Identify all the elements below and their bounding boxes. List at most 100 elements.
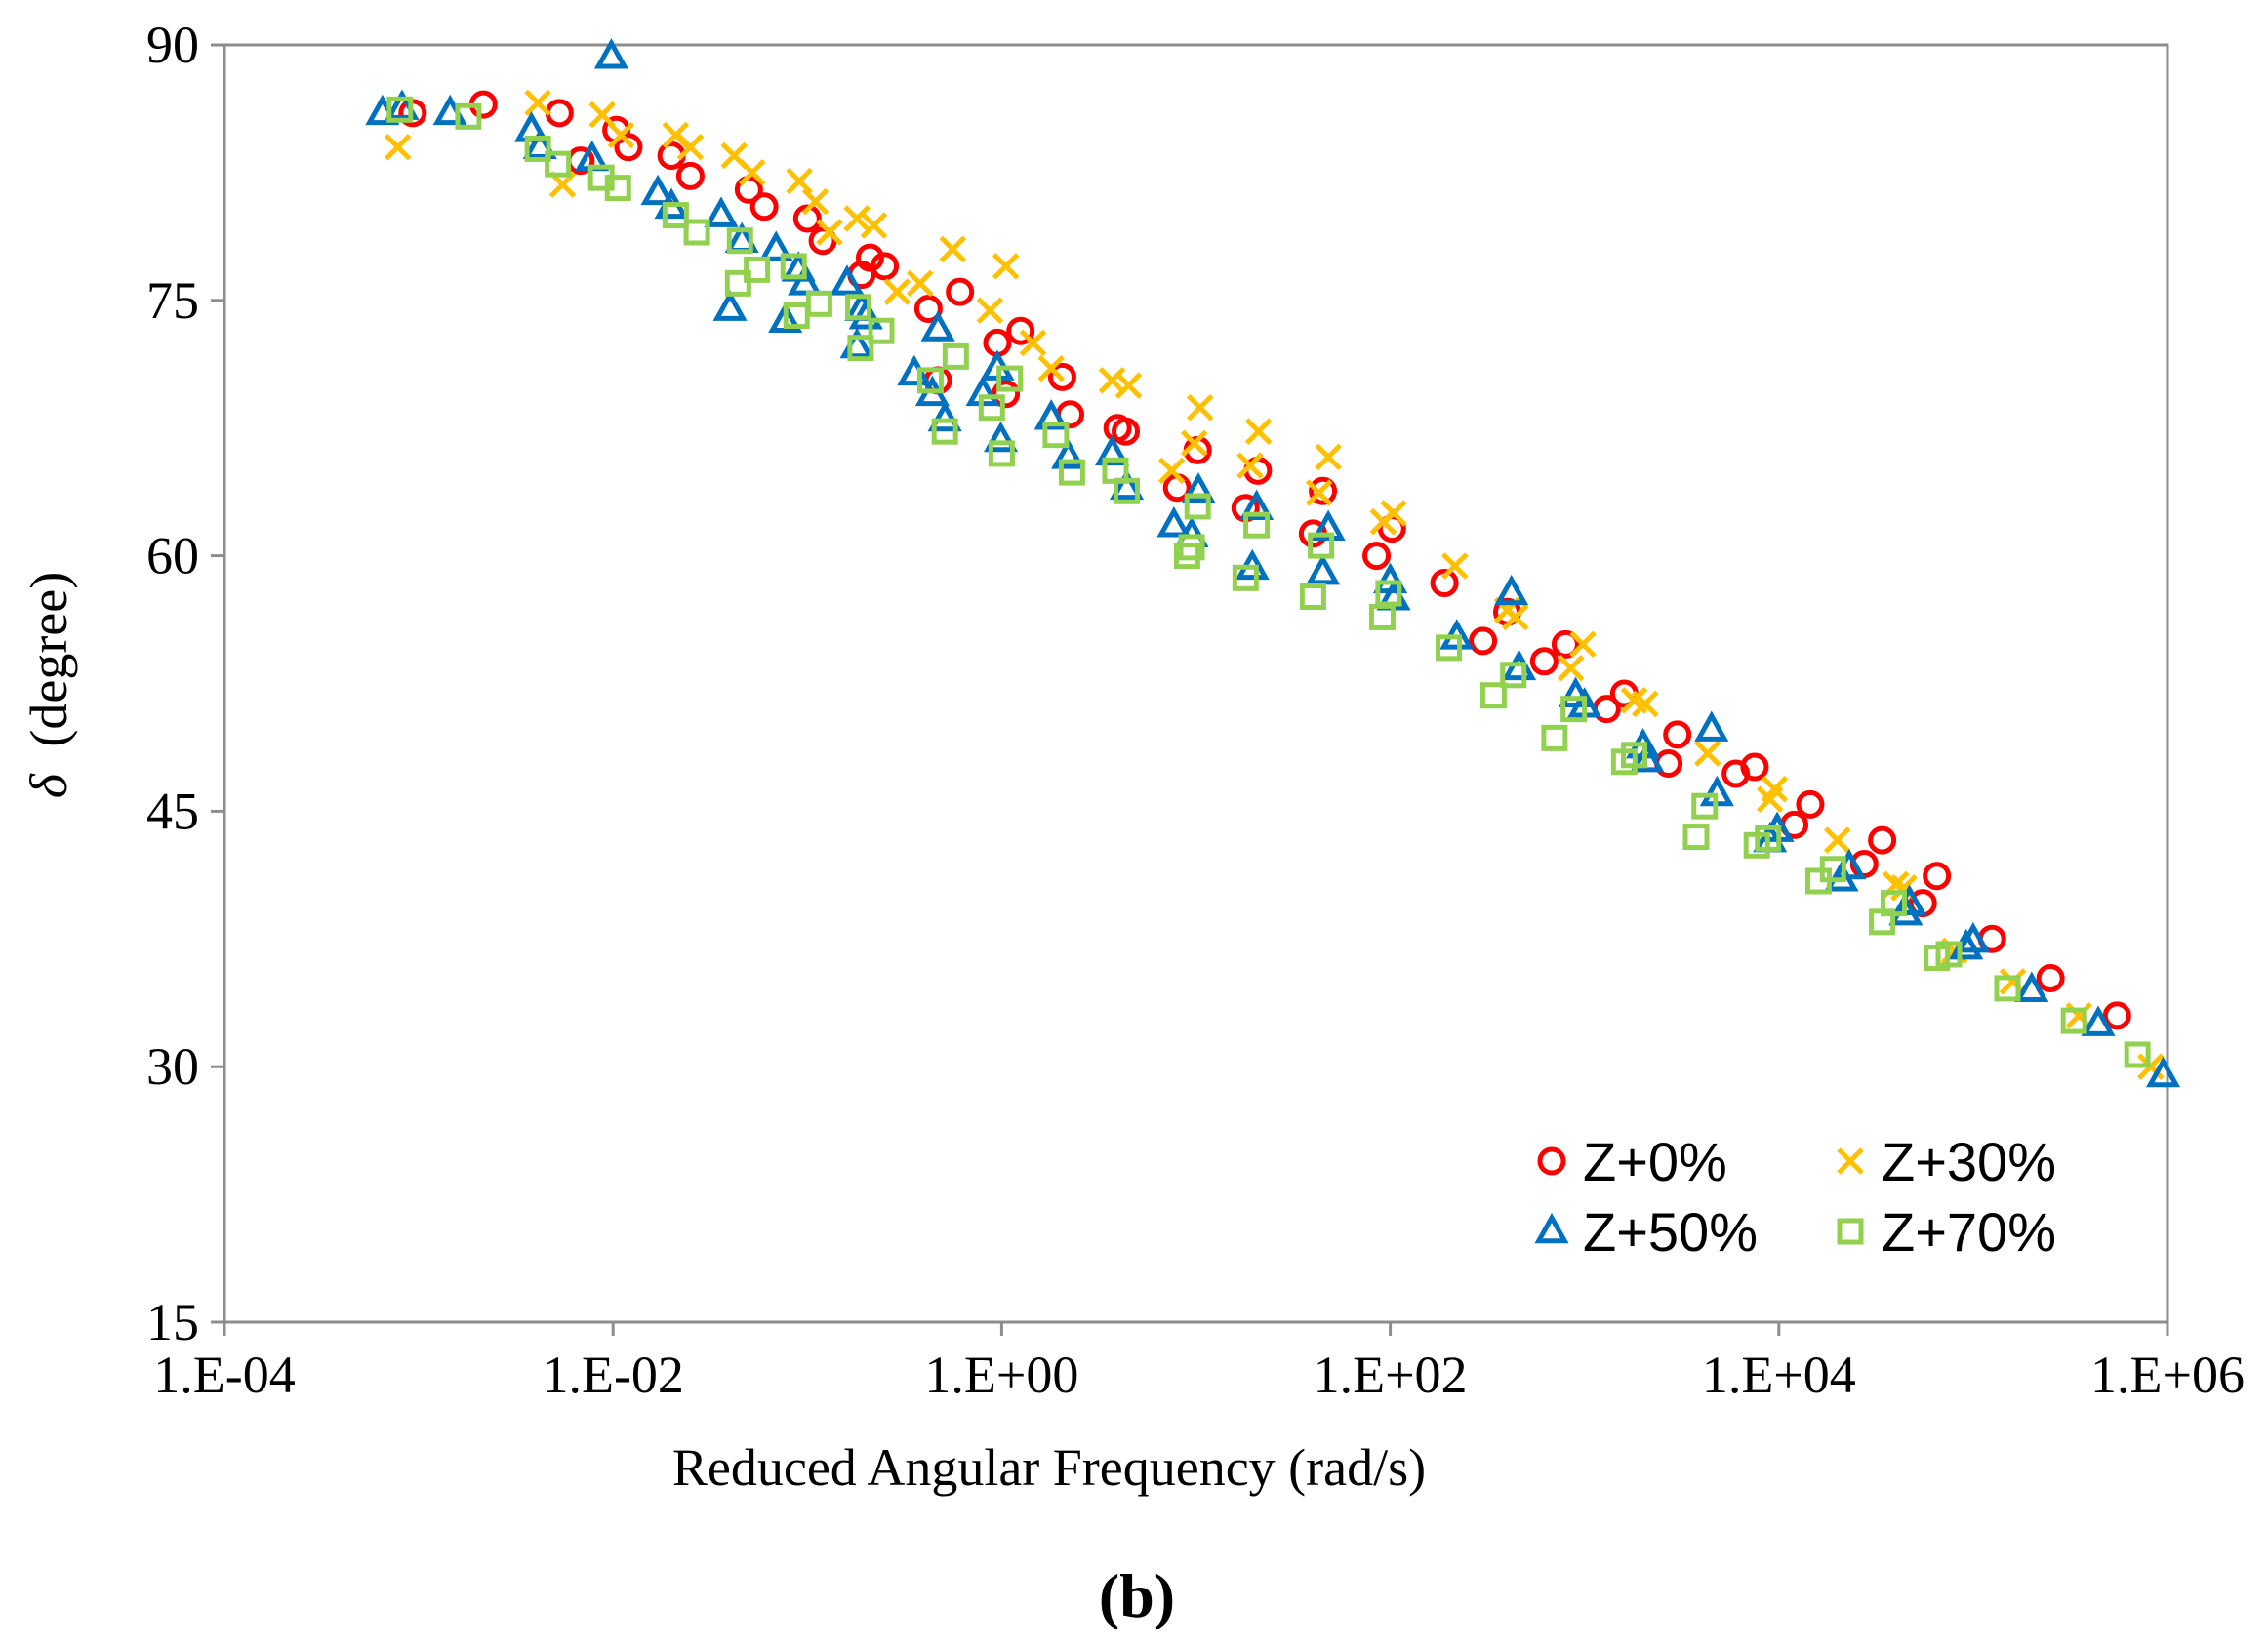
data-point-z-0 bbox=[946, 277, 975, 306]
data-point-z-50 bbox=[830, 264, 865, 296]
x-tick-label: 1.E-02 bbox=[542, 1346, 683, 1404]
data-point-z-70 bbox=[978, 394, 1005, 422]
data-point-z-70 bbox=[1243, 511, 1271, 539]
legend-marker-z-30 bbox=[1837, 1147, 1864, 1175]
data-point-z-50 bbox=[1305, 553, 1341, 585]
x-axis: 1.E-04 1.E-02 1.E+00 1.E+02 1.E+04 1.E+06 bbox=[153, 1322, 2245, 1404]
data-point-z-0 bbox=[992, 380, 1021, 409]
legend: Z+0% Z+30% Z+50% Z+70% bbox=[1534, 1131, 2056, 1263]
data-point-z-70 bbox=[1058, 459, 1085, 486]
data-point-z-70 bbox=[545, 150, 572, 178]
data-point-z-50 bbox=[712, 290, 748, 321]
data-point-z-30 bbox=[1315, 443, 1342, 471]
data-point-z-0 bbox=[871, 252, 900, 281]
data-point-z-30 bbox=[1694, 740, 1721, 767]
data-point-z-50 bbox=[788, 264, 823, 296]
data-point-z-70 bbox=[868, 317, 895, 344]
y-tick-label: 30 bbox=[146, 1037, 199, 1096]
data-point-z-30 bbox=[384, 133, 412, 161]
data-point-z-30 bbox=[588, 101, 616, 129]
data-point-z-70 bbox=[1500, 662, 1527, 689]
data-point-z-30 bbox=[1244, 418, 1273, 445]
data-point-z-70 bbox=[1691, 792, 1719, 820]
x-tick-label: 1.E+02 bbox=[1314, 1346, 1468, 1404]
data-point-z-70 bbox=[2124, 1041, 2151, 1068]
data-point-z-70 bbox=[1819, 856, 1846, 883]
legend-label-z-30: Z+30% bbox=[1882, 1131, 2056, 1192]
data-point-z-0 bbox=[1430, 569, 1459, 598]
data-point-z-30 bbox=[607, 121, 635, 149]
data-point-z-30 bbox=[1186, 393, 1214, 422]
data-point-z-70 bbox=[1232, 564, 1259, 591]
data-point-z-0 bbox=[2036, 963, 2065, 992]
data-point-z-30 bbox=[1305, 479, 1333, 506]
data-point-z-0 bbox=[1362, 542, 1392, 571]
data-point-z-0 bbox=[1112, 417, 1141, 446]
data-point-z-70 bbox=[845, 294, 872, 321]
data-point-z-30 bbox=[1441, 552, 1469, 580]
data-point-z-50 bbox=[640, 174, 675, 206]
data-point-z-30 bbox=[1098, 367, 1126, 394]
data-point-z-70 bbox=[916, 367, 944, 394]
data-point-z-50 bbox=[1051, 438, 1086, 469]
data-point-z-0 bbox=[1663, 720, 1692, 749]
data-point-z-0 bbox=[614, 133, 643, 162]
data-point-z-30 bbox=[786, 167, 813, 195]
x-tick-label: 1.E+00 bbox=[924, 1346, 1078, 1404]
data-point-z-70 bbox=[1621, 742, 1648, 769]
x-tick-label: 1.E-04 bbox=[153, 1346, 295, 1404]
data-point-z-70 bbox=[1299, 583, 1326, 610]
data-point-z-30 bbox=[939, 235, 967, 263]
data-point-z-0 bbox=[1006, 316, 1035, 345]
data-point-z-30 bbox=[1557, 655, 1585, 682]
x-tick-label: 1.E+06 bbox=[2090, 1346, 2245, 1404]
data-point-z-70 bbox=[455, 102, 482, 130]
data-point-z-70 bbox=[524, 135, 551, 162]
data-point-z-70 bbox=[604, 175, 631, 202]
legend-marker-z-70 bbox=[1837, 1218, 1864, 1245]
y-axis: 15 30 45 60 75 90 bbox=[146, 16, 224, 1351]
data-point-z-30 bbox=[801, 187, 830, 216]
data-point-z-70 bbox=[1114, 477, 1141, 504]
data-point-z-30 bbox=[992, 253, 1020, 280]
x-axis-title: Reduced Angular Frequency (rad/s) bbox=[672, 1438, 1426, 1497]
data-point-z-50 bbox=[927, 400, 962, 432]
y-tick-label: 45 bbox=[146, 782, 199, 840]
data-point-z-0 bbox=[1796, 789, 1825, 819]
data-point-z-30 bbox=[738, 159, 766, 186]
data-point-z-30 bbox=[976, 297, 1004, 325]
data-point-z-70 bbox=[931, 418, 958, 445]
legend-label-z-0: Z+0% bbox=[1583, 1131, 1727, 1192]
data-point-z-70 bbox=[988, 440, 1015, 467]
data-point-z-50 bbox=[1494, 574, 1529, 606]
data-series-layer bbox=[365, 38, 2181, 1088]
data-point-z-50 bbox=[1156, 506, 1192, 538]
legend-entry-z-50: Z+50% bbox=[1534, 1201, 1758, 1263]
data-point-z-70 bbox=[726, 227, 753, 255]
data-point-z-0 bbox=[1551, 629, 1580, 659]
y-tick-label: 90 bbox=[146, 16, 199, 74]
data-point-z-70 bbox=[386, 96, 414, 123]
data-point-z-30 bbox=[1569, 630, 1597, 659]
legend-label-z-70: Z+70% bbox=[1882, 1201, 2056, 1263]
data-point-z-0 bbox=[1469, 626, 1498, 656]
data-point-z-50 bbox=[2145, 1056, 2181, 1088]
data-point-z-70 bbox=[1682, 824, 1710, 851]
data-point-z-30 bbox=[1157, 457, 1186, 485]
y-axis-title-unit: (degree) bbox=[20, 572, 78, 747]
y-axis-title: δ (degree) bbox=[20, 572, 78, 798]
data-point-z-70 bbox=[1755, 824, 1782, 852]
data-point-z-50 bbox=[1311, 509, 1346, 541]
data-point-z-30 bbox=[1761, 775, 1789, 803]
data-point-z-70 bbox=[805, 290, 832, 317]
data-point-z-50 bbox=[1956, 921, 1991, 953]
data-point-z-70 bbox=[1178, 534, 1205, 561]
y-axis-title-symbol: δ bbox=[20, 773, 78, 798]
data-point-z-50 bbox=[1239, 489, 1275, 521]
data-point-z-50 bbox=[704, 196, 739, 227]
data-point-z-50 bbox=[2014, 971, 2049, 1002]
data-point-z-0 bbox=[1047, 362, 1076, 391]
data-point-z-30 bbox=[1236, 452, 1264, 479]
data-point-z-50 bbox=[1694, 710, 1729, 742]
